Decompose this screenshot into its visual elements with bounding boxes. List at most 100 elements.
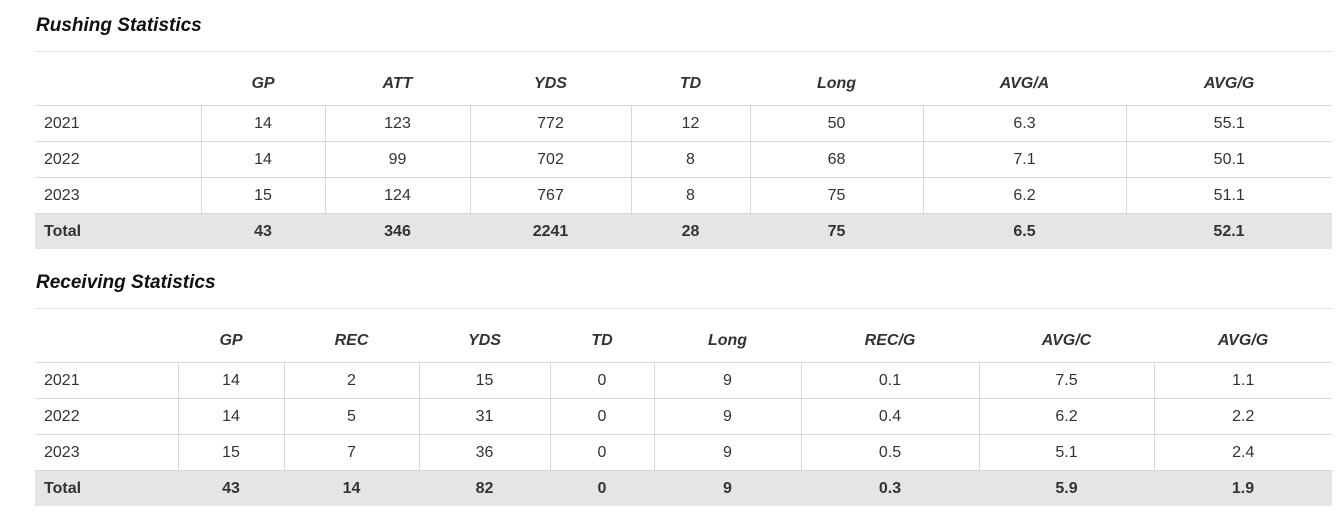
column-header-gp: GP <box>201 52 325 106</box>
column-header-avg-c: AVG/C <box>979 309 1154 363</box>
cell-rec: 2 <box>283 362 419 399</box>
total-yds: 2241 <box>470 213 631 249</box>
cell-rec-g: 0.1 <box>800 362 979 399</box>
cell-long: 75 <box>749 177 923 214</box>
cell-rec: 5 <box>283 398 419 435</box>
column-header-avg-g: AVG/G <box>1126 52 1332 106</box>
column-header-gp: GP <box>178 309 284 363</box>
column-header-year <box>35 52 201 106</box>
cell-gp: 14 <box>200 141 325 178</box>
row-year: 2021 <box>35 362 178 399</box>
column-header-avg-a: AVG/A <box>923 52 1126 106</box>
cell-avg-g: 55.1 <box>1125 105 1332 142</box>
column-header-td: TD <box>631 52 750 106</box>
total-gp: 43 <box>201 213 325 249</box>
cell-rec-g: 0.5 <box>800 434 979 471</box>
column-header-yds: YDS <box>470 52 631 106</box>
total-label: Total <box>35 470 178 506</box>
total-row: Total 43 14 82 0 9 0.3 5.9 1.9 <box>35 470 1332 506</box>
table-row: 2023 15 124 767 8 75 6.2 51.1 <box>35 177 1332 214</box>
total-label: Total <box>35 213 201 249</box>
cell-att: 123 <box>324 105 470 142</box>
total-rec: 14 <box>284 470 419 506</box>
cell-td: 0 <box>549 362 654 399</box>
column-header-yds: YDS <box>419 309 550 363</box>
cell-yds: 767 <box>469 177 631 214</box>
column-header-rec-g: REC/G <box>801 309 979 363</box>
cell-avg-c: 7.5 <box>978 362 1154 399</box>
cell-avg-g: 50.1 <box>1125 141 1332 178</box>
row-year: 2021 <box>35 105 201 142</box>
column-header-td: TD <box>550 309 654 363</box>
cell-yds: 702 <box>469 141 631 178</box>
title-divider <box>35 308 1332 309</box>
receiving-statistics-section: Receiving Statistics GP REC YDS TD Long … <box>35 271 1332 506</box>
cell-gp: 14 <box>200 105 325 142</box>
cell-avg-c: 6.2 <box>978 398 1154 435</box>
rushing-statistics-section: Rushing Statistics GP ATT YDS TD Long AV… <box>35 14 1332 249</box>
column-header-att: ATT <box>325 52 470 106</box>
rushing-statistics-title: Rushing Statistics <box>36 15 202 36</box>
cell-long: 9 <box>653 434 801 471</box>
cell-gp: 15 <box>200 177 325 214</box>
cell-avg-a: 6.2 <box>922 177 1126 214</box>
cell-rec-g: 0.4 <box>800 398 979 435</box>
cell-td: 12 <box>630 105 750 142</box>
cell-td: 0 <box>549 398 654 435</box>
cell-long: 50 <box>749 105 923 142</box>
cell-long: 9 <box>653 362 801 399</box>
total-long: 9 <box>654 470 801 506</box>
row-year: 2023 <box>35 177 201 214</box>
column-header-avg-g: AVG/G <box>1154 309 1332 363</box>
cell-long: 9 <box>653 398 801 435</box>
total-att: 346 <box>325 213 470 249</box>
total-avg-c: 5.9 <box>979 470 1154 506</box>
title-divider <box>35 51 1332 52</box>
cell-avg-g: 2.4 <box>1153 434 1332 471</box>
cell-avg-g: 1.1 <box>1153 362 1332 399</box>
row-year: 2023 <box>35 434 178 471</box>
column-header-year <box>35 309 178 363</box>
cell-avg-c: 5.1 <box>978 434 1154 471</box>
cell-yds: 36 <box>418 434 550 471</box>
cell-att: 124 <box>324 177 470 214</box>
row-year: 2022 <box>35 398 178 435</box>
cell-avg-a: 7.1 <box>922 141 1126 178</box>
column-header-long: Long <box>750 52 923 106</box>
cell-avg-g: 2.2 <box>1153 398 1332 435</box>
column-header-rec: REC <box>284 309 419 363</box>
total-avg-g: 52.1 <box>1126 213 1332 249</box>
table-row: 2023 15 7 36 0 9 0.5 5.1 2.4 <box>35 434 1332 471</box>
total-row: Total 43 346 2241 28 75 6.5 52.1 <box>35 213 1332 249</box>
table-row: 2021 14 123 772 12 50 6.3 55.1 <box>35 105 1332 142</box>
receiving-statistics-table: GP REC YDS TD Long REC/G AVG/C AVG/G 202… <box>35 309 1332 506</box>
cell-td: 0 <box>549 434 654 471</box>
cell-gp: 15 <box>177 434 284 471</box>
total-long: 75 <box>750 213 923 249</box>
cell-avg-g: 51.1 <box>1125 177 1332 214</box>
cell-td: 8 <box>630 141 750 178</box>
receiving-statistics-title: Receiving Statistics <box>36 272 216 293</box>
cell-att: 99 <box>324 141 470 178</box>
cell-yds: 15 <box>418 362 550 399</box>
cell-gp: 14 <box>177 362 284 399</box>
table-header-row: GP ATT YDS TD Long AVG/A AVG/G <box>35 52 1332 106</box>
table-row: 2022 14 5 31 0 9 0.4 6.2 2.2 <box>35 398 1332 435</box>
total-td: 28 <box>631 213 750 249</box>
cell-long: 68 <box>749 141 923 178</box>
cell-gp: 14 <box>177 398 284 435</box>
table-row: 2021 14 2 15 0 9 0.1 7.5 1.1 <box>35 362 1332 399</box>
total-rec-g: 0.3 <box>801 470 979 506</box>
table-row: 2022 14 99 702 8 68 7.1 50.1 <box>35 141 1332 178</box>
cell-td: 8 <box>630 177 750 214</box>
cell-yds: 31 <box>418 398 550 435</box>
cell-avg-a: 6.3 <box>922 105 1126 142</box>
column-header-long: Long <box>654 309 801 363</box>
total-td: 0 <box>550 470 654 506</box>
table-header-row: GP REC YDS TD Long REC/G AVG/C AVG/G <box>35 309 1332 363</box>
total-yds: 82 <box>419 470 550 506</box>
rushing-statistics-table: GP ATT YDS TD Long AVG/A AVG/G 2021 14 1… <box>35 52 1332 249</box>
total-avg-g: 1.9 <box>1154 470 1332 506</box>
cell-rec: 7 <box>283 434 419 471</box>
cell-yds: 772 <box>469 105 631 142</box>
